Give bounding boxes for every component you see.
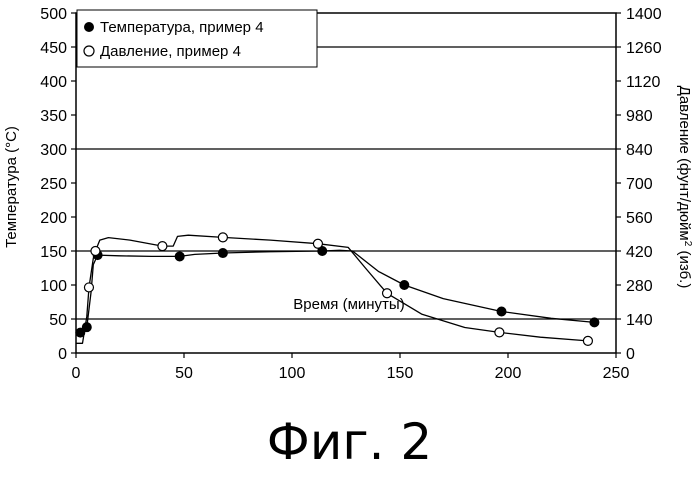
y-tick-label-250: 250 [40,176,67,193]
series-1-point-1 [91,247,100,256]
y-axis-title-right: Давление (фунт/дюйм2 (изб.) [676,86,693,289]
series-0-point-4 [218,249,227,258]
series-line-0 [76,250,594,334]
y-tick-label-0: 0 [58,346,67,363]
y-axis-title-left: Температура (°C) [3,126,20,248]
x-tick-label-50: 50 [175,365,193,382]
y-tick-label-350: 350 [40,108,67,125]
y-tick-label-300: 300 [40,142,67,159]
x-tick-label-100: 100 [279,365,306,382]
series-0-point-8 [590,318,599,327]
gridlines [76,47,616,319]
figure-caption: Фиг. 2 [0,412,699,472]
series-0-point-3 [175,252,184,261]
y-tick-label-400: 400 [40,74,67,91]
y2-tick-label-1120: 1120 [626,74,661,91]
y-tick-label-100: 100 [40,278,67,295]
y2-tick-label-980: 980 [626,108,653,125]
y2-tick-label-1400: 1400 [626,6,662,23]
y2-label-main: Давление (фунт/дюйм [676,86,693,241]
y-tick-label-450: 450 [40,40,67,57]
y2-tick-label-420: 420 [626,244,653,261]
y2-tick-label-700: 700 [626,176,653,193]
x-tick-label-250: 250 [603,365,630,382]
y2-tick-label-560: 560 [626,210,653,227]
y2-label-tail: (изб.) [676,246,693,288]
y-tick-label-500: 500 [40,6,67,23]
legend-marker-temperature [84,22,94,32]
series-0-point-1 [82,323,91,332]
legend-label-temperature: Температура, пример 4 [100,19,264,36]
series-0-point-7 [497,307,506,316]
x-tick-label-200: 200 [495,365,522,382]
series-1-point-2 [158,242,167,251]
y2-tick-label-1260: 1260 [626,40,662,57]
x-tick-label-0: 0 [72,365,81,382]
x-axis-title: Время (минуты) [293,296,404,313]
y2-tick-label-0: 0 [626,346,635,363]
series-1-point-7 [583,336,592,345]
series-1-point-6 [495,328,504,337]
x-tick-label-150: 150 [387,365,414,382]
series-1-point-3 [218,233,227,242]
series-1-point-0 [84,283,93,292]
y-tick-label-150: 150 [40,244,67,261]
series-0-point-6 [400,281,409,290]
series-1-point-4 [313,239,322,248]
y-tick-label-200: 200 [40,210,67,227]
y2-tick-label-280: 280 [626,278,653,295]
legend: Температура, пример 4 Давление, пример 4 [77,10,317,67]
y-tick-label-50: 50 [49,312,67,329]
legend-label-pressure: Давление, пример 4 [100,43,241,60]
y2-tick-label-140: 140 [626,312,653,329]
y2-tick-label-840: 840 [626,142,653,159]
legend-marker-pressure [84,46,94,56]
